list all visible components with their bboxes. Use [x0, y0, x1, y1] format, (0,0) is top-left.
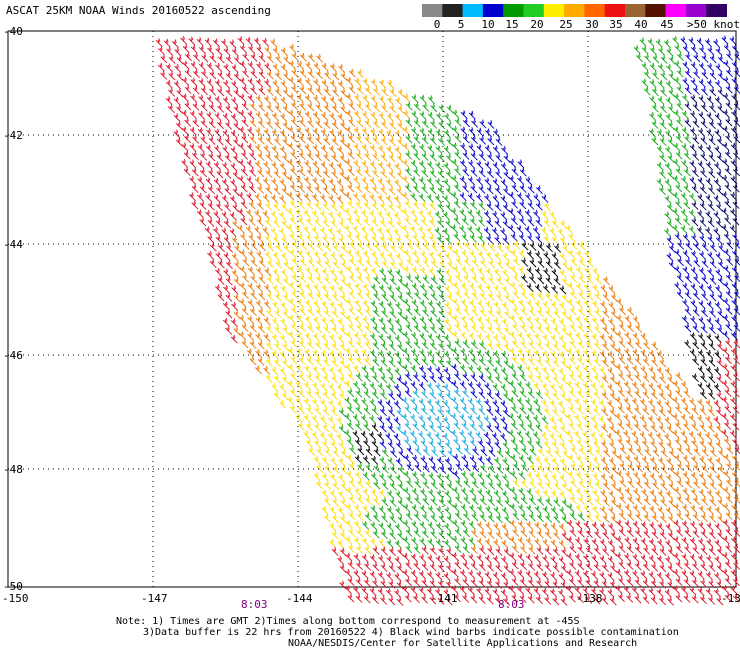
- colorbar-tick-label: >50 knots: [687, 18, 740, 31]
- colorbar-swatch: [503, 4, 524, 17]
- colorbar-swatch: [686, 4, 707, 17]
- footnote-line-1: Note: 1) Times are GMT 2)Times along bot…: [116, 616, 580, 627]
- colorbar-tick-label: 30: [585, 18, 598, 31]
- colorbar-tick-label: 5: [458, 18, 465, 31]
- colorbar-tick-label: 0: [434, 18, 441, 31]
- latitude-labels: -40 -42 -44 -46 -48 -50: [3, 25, 23, 593]
- colorbar-swatch: [605, 4, 626, 17]
- colorbar-swatch: [442, 4, 463, 17]
- colorbar-swatch: [584, 4, 605, 17]
- lat-label: -46: [3, 349, 23, 362]
- lat-label: -40: [3, 25, 23, 38]
- colorbar-swatch: [483, 4, 504, 17]
- time-label: 8:03: [241, 598, 268, 611]
- footnote-line-2: 3)Data buffer is 22 hrs from 20160522 4)…: [143, 627, 679, 638]
- colorbar: 0 5 10 15 20 25 30 35 40 45 >50 knots: [422, 4, 740, 31]
- lon-label: -13: [721, 592, 740, 605]
- lat-label: -44: [3, 238, 23, 251]
- colorbar-swatch: [463, 4, 484, 17]
- colorbar-swatch: [666, 4, 687, 17]
- lon-label: -144: [286, 592, 313, 605]
- colorbar-tick-label: 40: [634, 18, 647, 31]
- map-title: ASCAT 25KM NOAA Winds 20160522 ascending: [6, 4, 271, 17]
- colorbar-tick-label: 45: [660, 18, 673, 31]
- lon-label: -150: [2, 592, 29, 605]
- colorbar-tick-label: 35: [609, 18, 622, 31]
- lat-label: -42: [3, 129, 23, 142]
- wind-map: ASCAT 25KM NOAA Winds 20160522 ascending…: [0, 0, 740, 650]
- colorbar-tick-label: 20: [530, 18, 543, 31]
- colorbar-swatch: [524, 4, 545, 17]
- lon-label: -147: [141, 592, 168, 605]
- footnote-credit: NOAA/NESDIS/Center for Satellite Applica…: [288, 638, 637, 649]
- lon-label: -141: [431, 592, 458, 605]
- time-label: 8:03: [498, 598, 525, 611]
- lat-label: -48: [3, 463, 23, 476]
- colorbar-tick-label: 15: [505, 18, 518, 31]
- lon-label: -138: [576, 592, 603, 605]
- colorbar-swatch: [422, 4, 443, 17]
- colorbar-swatch: [645, 4, 666, 17]
- colorbar-tick-label: 10: [481, 18, 494, 31]
- colorbar-swatch: [706, 4, 727, 17]
- colorbar-swatch: [625, 4, 646, 17]
- colorbar-tick-label: 25: [559, 18, 572, 31]
- wind-barbs-layer: [156, 36, 740, 606]
- colorbar-swatch: [544, 4, 565, 17]
- colorbar-swatch: [564, 4, 585, 17]
